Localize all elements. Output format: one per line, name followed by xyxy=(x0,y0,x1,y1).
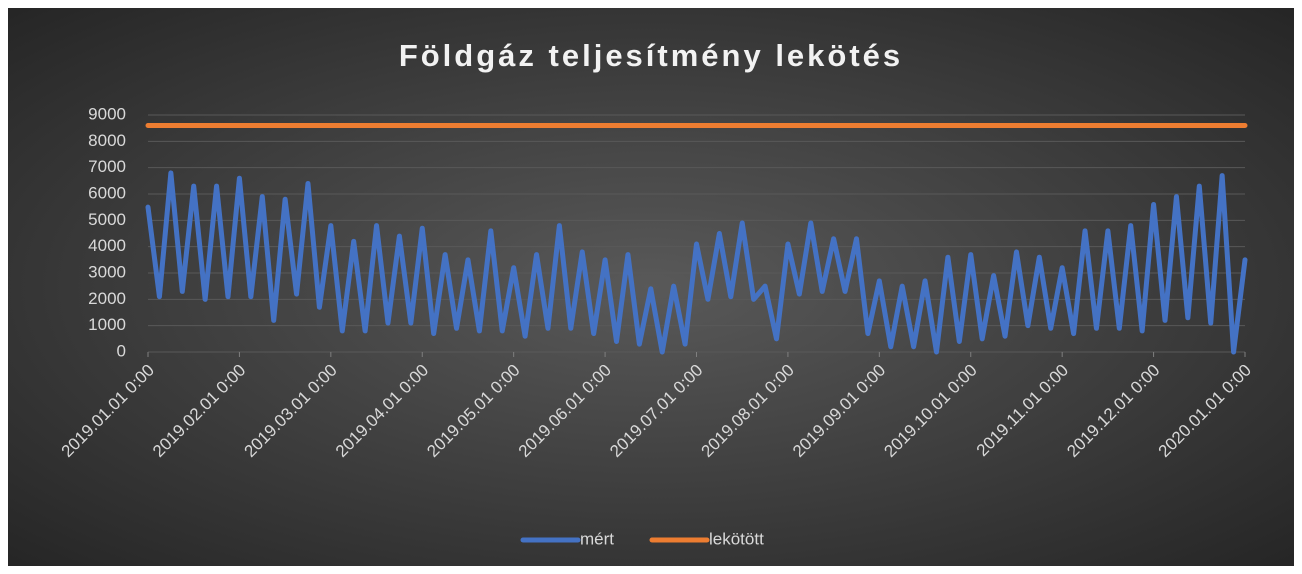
y-tick-label: 1000 xyxy=(88,315,126,334)
legend-label: mért xyxy=(580,529,614,548)
y-tick-label: 5000 xyxy=(88,210,126,229)
y-tick-label: 9000 xyxy=(88,104,126,123)
y-tick-label: 3000 xyxy=(88,262,126,281)
legend-label: lekötött xyxy=(709,529,764,548)
y-tick-label: 6000 xyxy=(88,183,126,202)
chart-title: Földgáz teljesítmény lekötés xyxy=(399,38,903,73)
y-tick-label: 7000 xyxy=(88,157,126,176)
y-tick-label: 2000 xyxy=(88,289,126,308)
y-tick-label: 4000 xyxy=(88,236,126,255)
y-tick-label: 8000 xyxy=(88,131,126,150)
y-tick-label: 0 xyxy=(117,341,126,360)
data-line xyxy=(145,170,1248,355)
